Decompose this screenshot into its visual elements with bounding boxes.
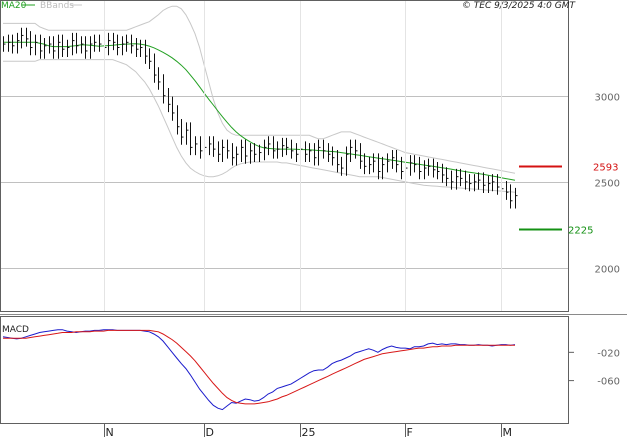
copyright-text: © TEC 9/3/2025 4:0 GMT [462,1,577,11]
price-gridlines [1,96,568,269]
price-tick-label: 2500 [595,179,620,190]
macd-tick-label: -060 [597,377,620,388]
signal-line [3,329,515,405]
macd-y-axis: -020 -060 [569,348,620,388]
macd-panel-frame [0,316,569,424]
price-panel-frame [0,0,569,312]
price-y-axis: 2000 2500 3000 [595,93,620,276]
macd-line [2,329,516,411]
macd-plot [2,329,516,411]
x-tick-label: D [206,426,214,439]
resistance-label: 2593 [593,163,618,174]
price-levels: 2593 2225 [519,163,618,237]
time-x-axis: N D 25 F M [0,1,569,439]
x-tick-label: M [503,426,513,439]
macd-tick-label: -020 [597,348,620,359]
price-plot [3,5,518,209]
macd-label: MACD [2,325,29,335]
x-tick-label: 25 [302,426,316,439]
x-tick-label: F [407,426,413,439]
x-tick-label: N [106,426,114,439]
bbands-upper-line [3,5,516,174]
price-tick-label: 2000 [595,265,620,276]
ma20-legend-label: MA20 [1,1,27,11]
price-tick-label: 3000 [595,93,620,104]
support-label: 2225 [568,226,593,237]
bbands-legend-label: BBands [40,1,74,11]
